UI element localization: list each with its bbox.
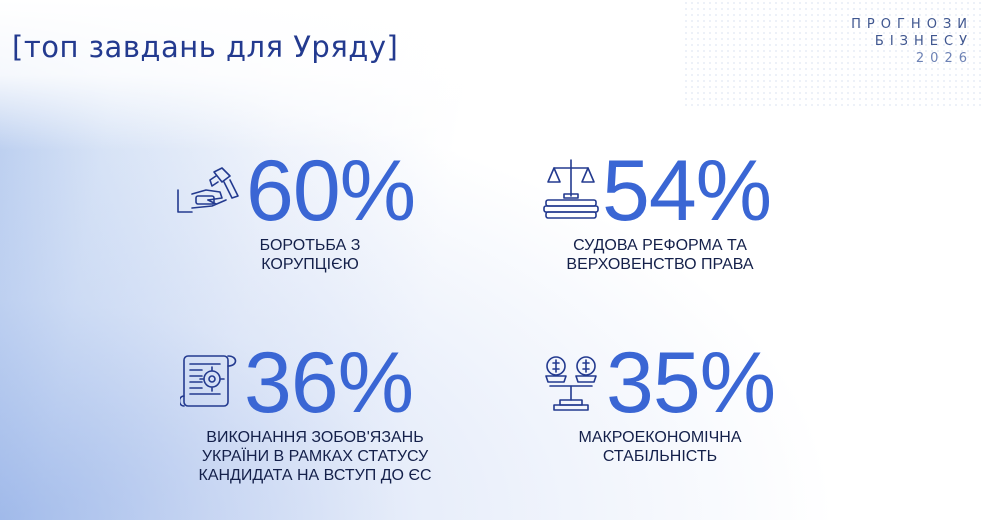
brand-line-1: ПРОГНОЗИ — [851, 17, 973, 32]
stat-value-judicial-reform: 54% — [602, 143, 772, 239]
scroll-gear-icon — [178, 350, 250, 412]
stat-label-judicial-reform: СУДОВА РЕФОРМА ТА ВЕРХОВЕНСТВО ПРАВА — [566, 237, 754, 273]
brand-year: 2026 — [915, 51, 973, 66]
stat-label-macro-stability: МАКРОЕКОНОМІЧНА СТАБІЛЬНІСТЬ — [578, 429, 742, 465]
background-top-fade — [0, 0, 983, 150]
brand-logo: ПРОГНОЗИ БІЗНЕСУ 2026 — [851, 16, 973, 67]
balance-coins-icon — [540, 352, 610, 414]
stat-label-eu-obligations: ВИКОНАННЯ ЗОБОВ'ЯЗАНЬ УКРАЇНИ В РАМКАХ С… — [198, 429, 432, 484]
stat-value-anticorruption: 60% — [246, 143, 416, 239]
stat-value-macro-stability: 35% — [606, 335, 776, 431]
handcuffs-hand-icon — [172, 162, 242, 224]
brand-line-2: БІЗНЕСУ — [874, 34, 973, 49]
stat-value-eu-obligations: 36% — [244, 335, 414, 431]
scales-books-icon — [540, 156, 610, 219]
page-title: [топ завдань для Уряду] — [12, 30, 399, 64]
stat-label-anticorruption: БОРОТЬБА З КОРУПЦІЄЮ — [259, 237, 361, 273]
